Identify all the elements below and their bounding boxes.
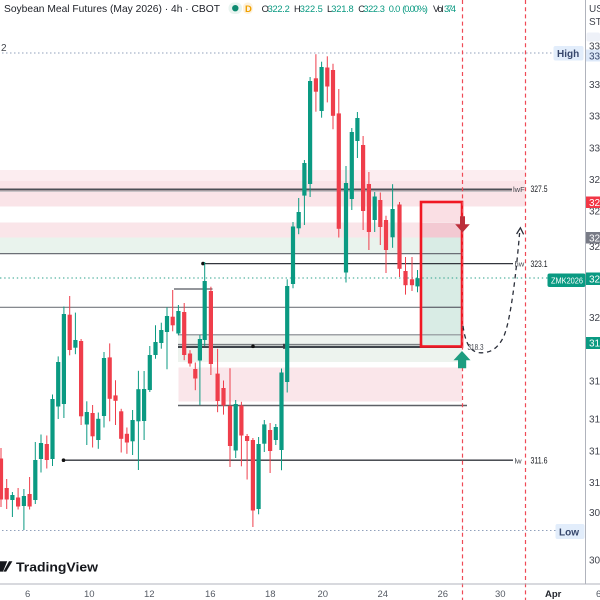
svg-text:Soybean Meal Futures (May 2026: Soybean Meal Futures (May 2026) · 4h · C… bbox=[4, 3, 221, 15]
svg-text:313: 313 bbox=[589, 478, 600, 489]
svg-text:10: 10 bbox=[84, 589, 95, 600]
svg-text:330: 330 bbox=[589, 144, 600, 155]
svg-text:322.5: 322.5 bbox=[300, 4, 323, 14]
svg-text:O: O bbox=[262, 4, 269, 14]
svg-text:lwF: lwF bbox=[513, 185, 525, 194]
svg-text:30: 30 bbox=[495, 589, 506, 600]
svg-text:324: 324 bbox=[589, 242, 600, 253]
svg-text:18: 18 bbox=[265, 589, 276, 600]
svg-text:332: 332 bbox=[589, 80, 600, 91]
svg-text:323: 323 bbox=[589, 234, 600, 245]
svg-text:329: 329 bbox=[589, 175, 600, 186]
svg-text:315: 315 bbox=[589, 415, 600, 426]
svg-text:322: 322 bbox=[589, 275, 600, 286]
svg-text:333.6: 333.6 bbox=[589, 52, 600, 63]
svg-text:327.5: 327.5 bbox=[531, 184, 548, 194]
svg-text:320: 320 bbox=[589, 313, 600, 324]
svg-text:323.1: 323.1 bbox=[531, 259, 548, 269]
svg-text:High: High bbox=[557, 49, 579, 60]
svg-text:Apr: Apr bbox=[545, 589, 562, 600]
svg-text:26: 26 bbox=[438, 589, 449, 600]
svg-text:0.0: 0.0 bbox=[389, 4, 401, 14]
svg-text:L: L bbox=[327, 4, 332, 14]
svg-text:16: 16 bbox=[205, 589, 216, 600]
svg-text:317: 317 bbox=[589, 377, 600, 388]
svg-text:328: 328 bbox=[589, 198, 600, 209]
svg-text:US: US bbox=[589, 4, 600, 15]
svg-text:(0.00%): (0.00%) bbox=[402, 4, 428, 14]
svg-text:307: 307 bbox=[589, 556, 600, 567]
svg-text:318: 318 bbox=[589, 339, 600, 350]
svg-text:lw: lw bbox=[515, 456, 523, 465]
svg-text:333.5: 333.5 bbox=[589, 42, 600, 53]
svg-text:331: 331 bbox=[589, 112, 600, 123]
svg-text:322.3: 322.3 bbox=[363, 4, 385, 14]
svg-text:Low: Low bbox=[559, 528, 579, 539]
svg-text:309: 309 bbox=[589, 508, 600, 519]
svg-text:374: 374 bbox=[444, 4, 456, 14]
svg-text:ST: ST bbox=[589, 17, 600, 28]
svg-text:12: 12 bbox=[144, 589, 155, 600]
svg-text:24: 24 bbox=[378, 589, 389, 600]
svg-text:H: H bbox=[294, 4, 301, 14]
svg-text:hw: hw bbox=[515, 260, 525, 269]
svg-text:20: 20 bbox=[318, 589, 329, 600]
svg-text:TradingView: TradingView bbox=[16, 560, 99, 575]
svg-text:328: 328 bbox=[589, 207, 600, 218]
svg-text:314: 314 bbox=[589, 447, 600, 458]
svg-text:6: 6 bbox=[596, 589, 600, 600]
svg-text:2: 2 bbox=[1, 43, 7, 54]
svg-text:ZMK2026: ZMK2026 bbox=[551, 276, 583, 286]
svg-text:321.8: 321.8 bbox=[331, 4, 353, 14]
svg-text:311.6: 311.6 bbox=[531, 456, 548, 466]
svg-text:322.2: 322.2 bbox=[268, 4, 290, 14]
svg-text:6: 6 bbox=[25, 589, 30, 600]
svg-text:D: D bbox=[245, 4, 252, 15]
svg-text:318.3: 318.3 bbox=[468, 343, 484, 352]
svg-text:C: C bbox=[358, 4, 365, 14]
svg-text:Vol: Vol bbox=[433, 4, 444, 14]
